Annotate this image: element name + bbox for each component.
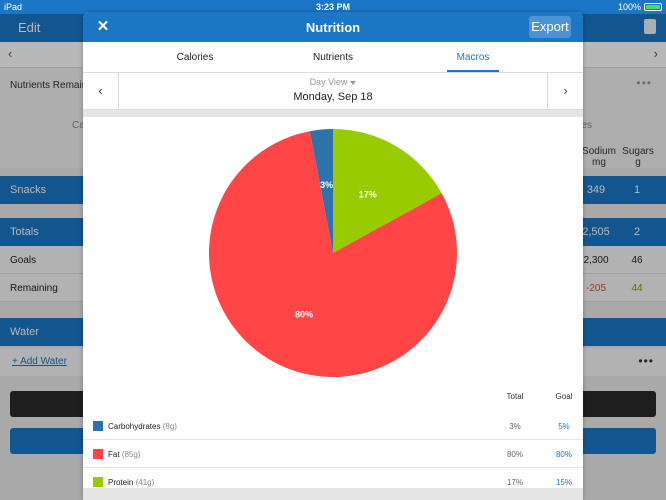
add-water-link[interactable]: + Add Water	[12, 356, 67, 367]
device-label: iPad	[4, 2, 23, 12]
view-selector-hit[interactable]	[303, 75, 363, 89]
active-tab-indicator	[447, 70, 499, 72]
bottom-band	[83, 488, 583, 500]
legend-row-fat: Fat (85g) 80% 80%	[83, 440, 583, 468]
more-options-icon[interactable]: •••	[636, 76, 652, 90]
battery-percent: 100%	[617, 2, 641, 12]
fat-swatch	[93, 449, 103, 459]
remaining-sodium: -205	[585, 283, 606, 294]
column-header-sodium: Sodium mg	[582, 146, 616, 168]
protein-total: 17%	[506, 478, 523, 487]
close-icon[interactable]: ✕	[96, 18, 110, 35]
protein-goal: 15%	[555, 478, 572, 487]
totals-sugars: 2	[633, 226, 641, 238]
pie-slice-fat	[208, 131, 457, 377]
header-fragment-right: es	[581, 120, 592, 131]
tab-nutrients[interactable]: Nutrients	[312, 52, 353, 63]
goals-label: Goals	[10, 255, 37, 266]
caret-down-icon	[350, 80, 357, 85]
totals-sodium: 2,505	[582, 226, 610, 238]
snacks-label: Snacks	[10, 184, 47, 196]
view-selector: Day View	[83, 77, 583, 87]
save-icon[interactable]	[644, 19, 656, 34]
snacks-sugars: 1	[633, 184, 641, 196]
next-day-button[interactable]: ›	[547, 73, 583, 110]
water-more-icon[interactable]: •••	[638, 354, 654, 368]
nutrients-remaining-title: Nutrients Remaining	[10, 80, 101, 91]
status-right: 100%	[618, 2, 662, 12]
status-bar: iPad 3:23 PM 100%	[0, 0, 666, 14]
protein-grams: (41g)	[135, 478, 155, 487]
carbohydrates-goal: 5%	[558, 422, 570, 431]
pie-label-fat: 80%	[295, 310, 313, 320]
fat-total: 80%	[506, 450, 523, 459]
header-fragment-left: Ca	[72, 120, 85, 131]
remaining-sugars: 44	[631, 283, 643, 294]
chevron-right-icon[interactable]: ›	[653, 46, 658, 61]
protein-swatch	[93, 477, 103, 487]
goals-sodium: 2,300	[583, 255, 609, 266]
carbohydrates-swatch	[93, 421, 103, 431]
export-button[interactable]: Export	[529, 16, 571, 38]
date-navigator: ‹ Day View Monday, Sep 18 ›	[83, 73, 583, 110]
totals-label: Totals	[10, 226, 39, 238]
protein-name: Protein	[108, 478, 134, 487]
pie-slice-protein	[333, 129, 442, 253]
nutrition-modal: ✕ Nutrition Export Calories Nutrients Ma…	[83, 12, 583, 500]
previous-day-button[interactable]: ‹	[83, 73, 119, 110]
fat-name: Fat	[108, 450, 120, 459]
fat-goal: 80%	[555, 450, 572, 459]
pie-label-carbohydrates: 3%	[320, 180, 333, 190]
goals-sugars: 46	[631, 255, 643, 266]
edit-button[interactable]: Edit	[18, 20, 41, 35]
clock: 3:23 PM	[315, 2, 350, 12]
snacks-sodium: 349	[586, 184, 606, 196]
current-date: Monday, Sep 18	[293, 91, 373, 103]
battery-icon	[644, 3, 662, 11]
chevron-left-icon[interactable]: ‹	[8, 46, 13, 61]
separator-band	[83, 110, 583, 117]
tab-calories[interactable]: Calories	[176, 52, 214, 63]
legend-row-carbohydrates: Carbohydrates (8g) 3% 5%	[83, 412, 583, 440]
water-label: Water	[10, 326, 39, 338]
macros-pie-chart: 3% 17% 80%	[208, 129, 457, 377]
column-header-sugars: Sugars g	[622, 146, 654, 168]
carbohydrates-grams: (8g)	[162, 422, 177, 431]
tab-macros[interactable]: Macros	[456, 52, 490, 63]
tab-bar: Calories Nutrients Macros	[83, 42, 583, 73]
pie-slice-carbohydrates	[309, 129, 333, 253]
modal-title: Nutrition	[305, 20, 361, 35]
remaining-label: Remaining	[10, 283, 58, 294]
pie-label-protein: 17%	[359, 189, 377, 199]
fat-grams: (85g)	[121, 450, 141, 459]
carbohydrates-name: Carbohydrates	[108, 422, 161, 431]
modal-header: ✕ Nutrition Export	[83, 12, 583, 42]
legend-header-total: Total	[506, 392, 524, 401]
legend-header-goal: Goal	[555, 392, 573, 401]
carbohydrates-total: 3%	[509, 422, 521, 431]
